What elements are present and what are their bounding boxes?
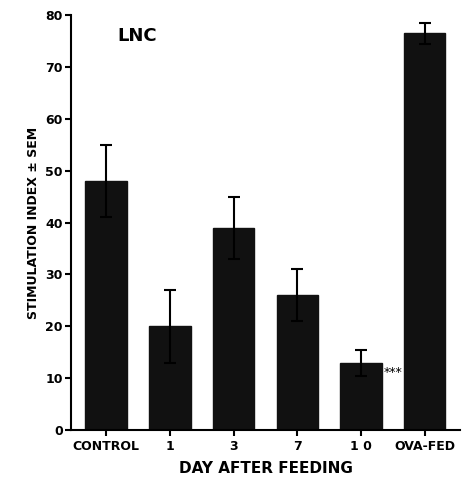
Bar (340, 362, 382, 430)
Bar (85, 181, 127, 430)
Bar (277, 295, 318, 430)
Text: LNC: LNC (118, 28, 157, 46)
Bar (404, 33, 446, 430)
Y-axis label: STIMULATION INDEX ± SEM: STIMULATION INDEX ± SEM (27, 126, 40, 318)
Bar (213, 228, 254, 430)
X-axis label: DAY AFTER FEEDING: DAY AFTER FEEDING (179, 461, 352, 476)
Bar (149, 326, 191, 430)
Text: ***: *** (384, 366, 402, 380)
